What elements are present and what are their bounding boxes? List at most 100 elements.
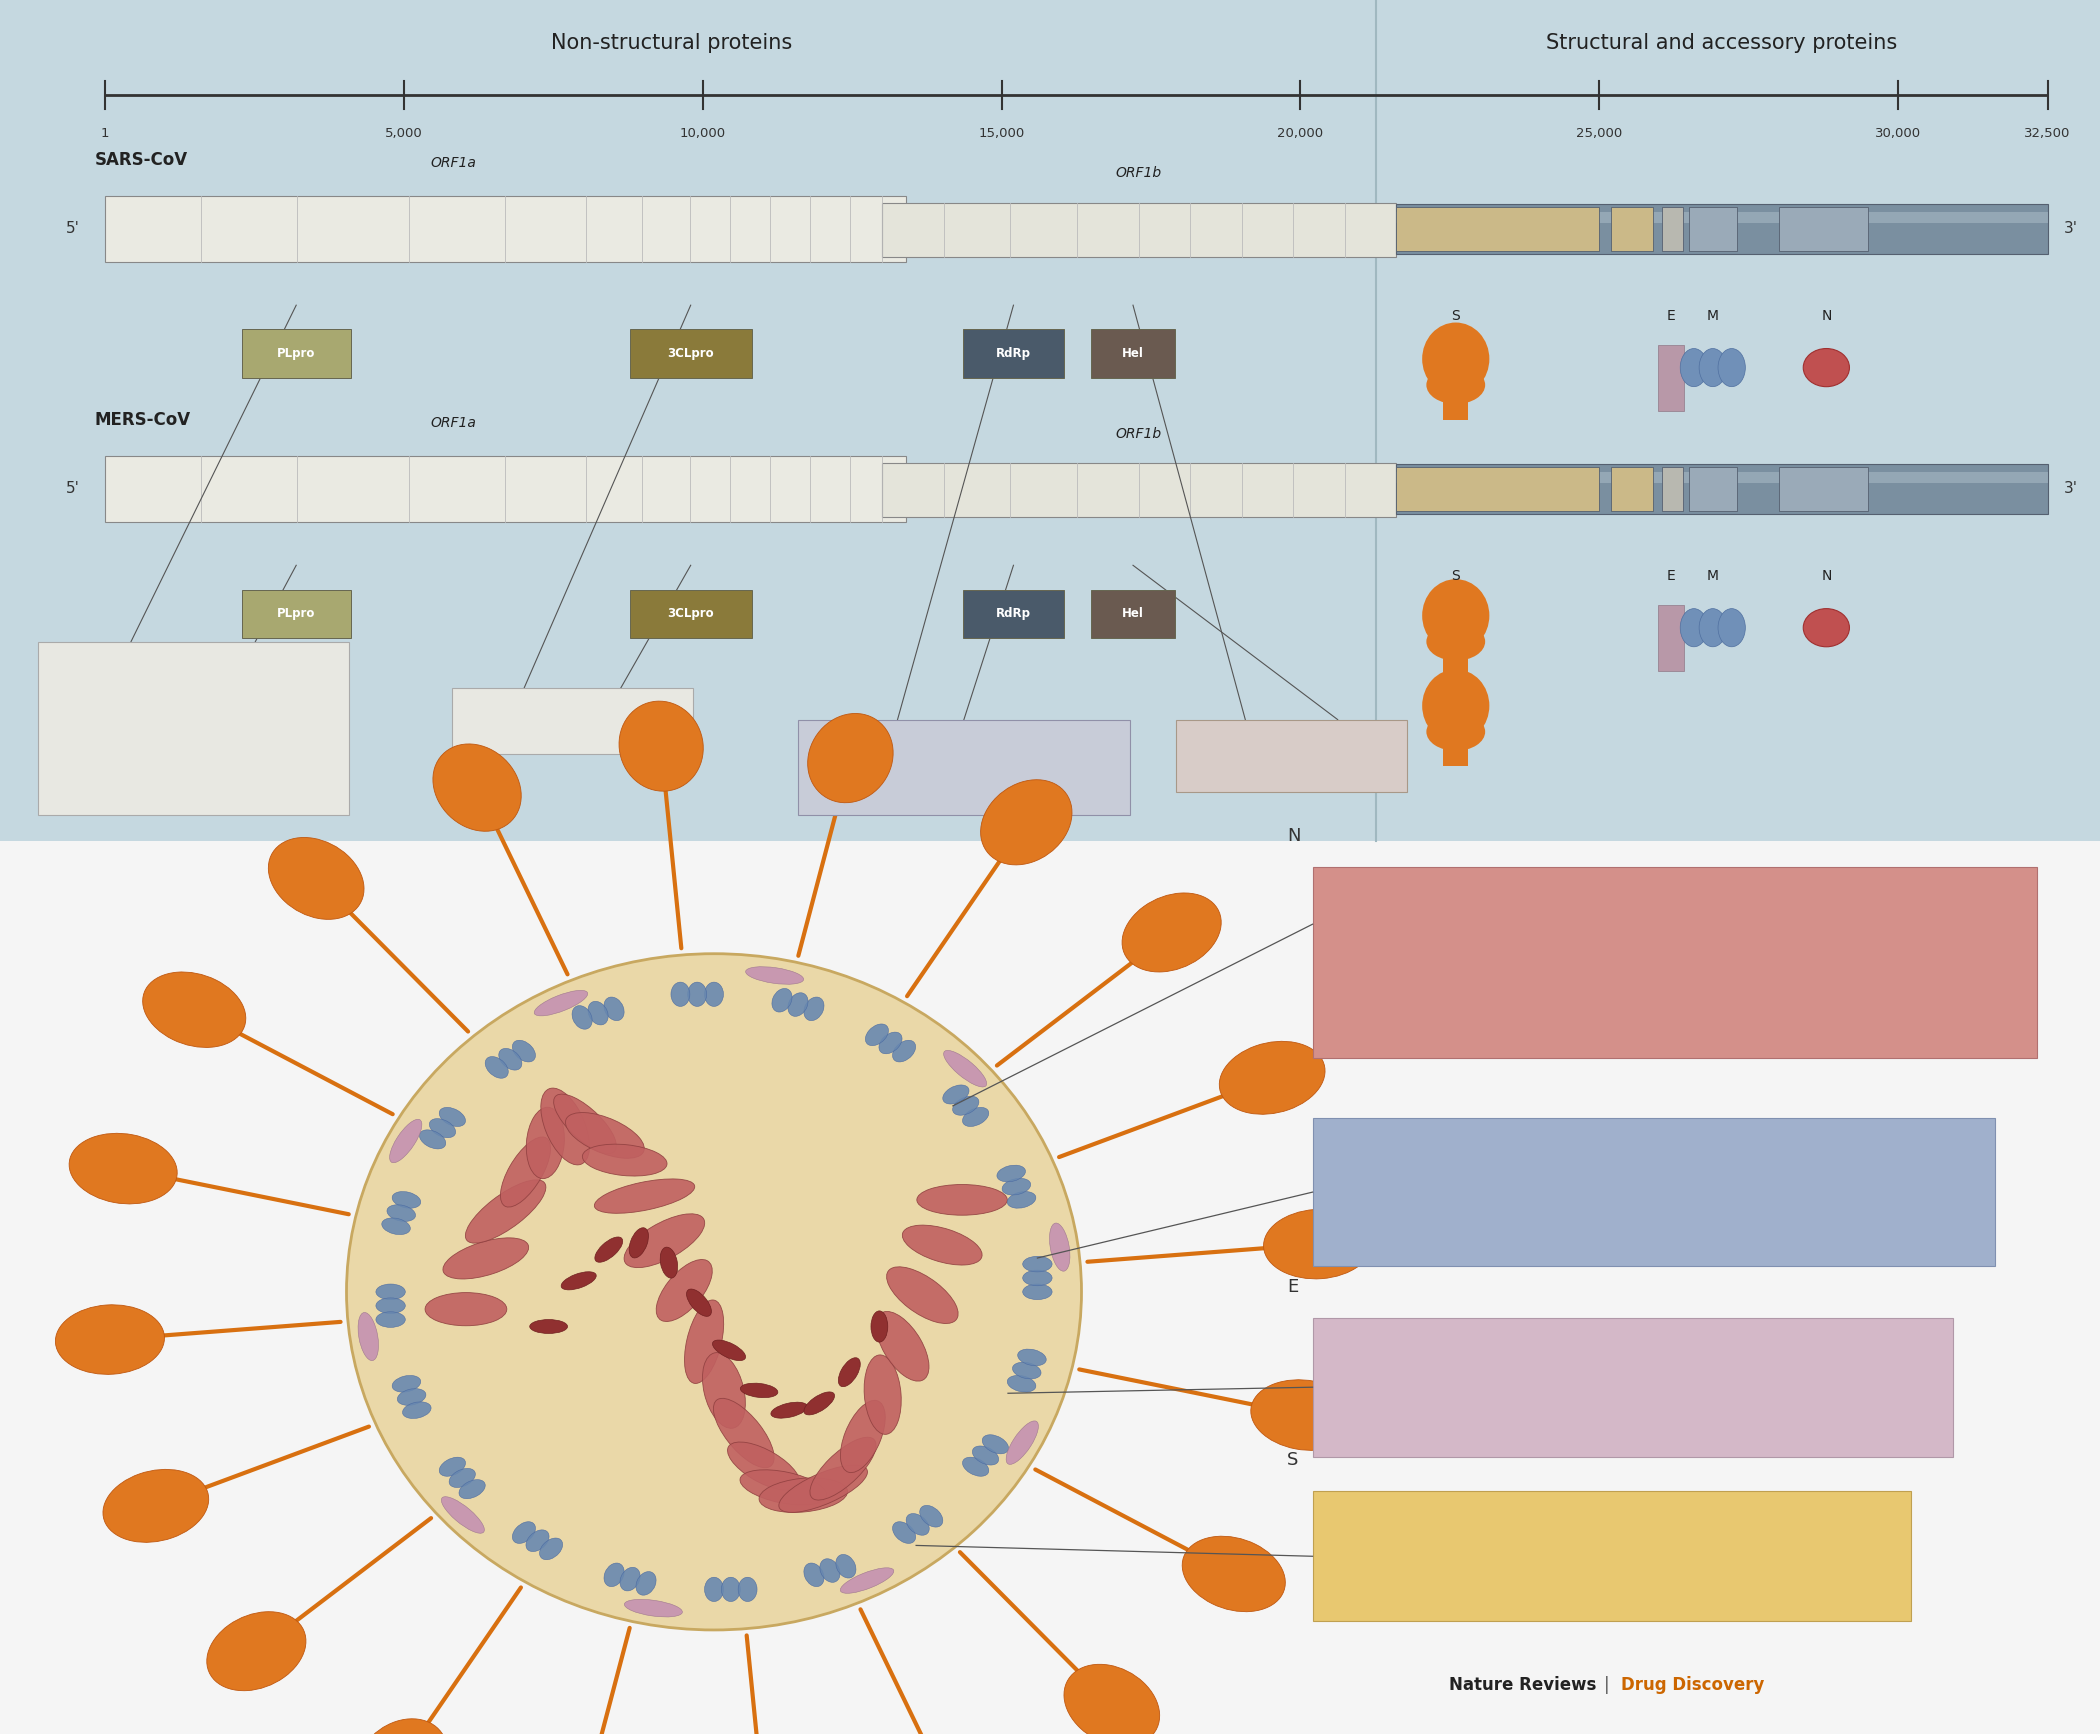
- Bar: [1312, 1118, 1995, 1266]
- Ellipse shape: [659, 1247, 678, 1278]
- Bar: [38, 642, 349, 815]
- Bar: [1396, 472, 2048, 484]
- Ellipse shape: [943, 1051, 987, 1087]
- Ellipse shape: [630, 1228, 649, 1257]
- Ellipse shape: [840, 1568, 895, 1594]
- Bar: [1659, 605, 1684, 671]
- Ellipse shape: [565, 1113, 645, 1158]
- Bar: [1176, 720, 1407, 792]
- Ellipse shape: [704, 981, 722, 1006]
- Text: M: M: [1287, 1079, 1302, 1096]
- Ellipse shape: [542, 1089, 590, 1165]
- Ellipse shape: [466, 1179, 546, 1243]
- Ellipse shape: [1422, 669, 1489, 742]
- Bar: [1312, 1491, 1911, 1621]
- Ellipse shape: [819, 1559, 840, 1583]
- Text: • DeISGylation: • DeISGylation: [55, 792, 136, 803]
- Text: Non-structural proteins: Non-structural proteins: [552, 33, 792, 54]
- Ellipse shape: [746, 968, 804, 985]
- Bar: [1779, 466, 1869, 512]
- Ellipse shape: [1008, 1375, 1035, 1392]
- Bar: [1092, 329, 1176, 378]
- Bar: [964, 590, 1065, 638]
- Text: • Virion assembly: • Virion assembly: [1334, 1339, 1438, 1353]
- Bar: [105, 456, 905, 522]
- Text: 30,000: 30,000: [1875, 127, 1922, 140]
- Ellipse shape: [981, 780, 1071, 865]
- Ellipse shape: [443, 1238, 529, 1280]
- Ellipse shape: [1220, 1042, 1325, 1115]
- Ellipse shape: [886, 1268, 958, 1323]
- Bar: [1092, 590, 1176, 638]
- Bar: [964, 329, 1065, 378]
- Text: PLpro: PLpro: [277, 607, 315, 621]
- Ellipse shape: [540, 1538, 563, 1559]
- Ellipse shape: [962, 1108, 989, 1127]
- Ellipse shape: [1252, 1380, 1359, 1450]
- Ellipse shape: [441, 1496, 485, 1533]
- Ellipse shape: [670, 981, 689, 1006]
- Text: E: E: [1667, 309, 1676, 323]
- Ellipse shape: [424, 1292, 506, 1327]
- Bar: [1661, 466, 1682, 512]
- Ellipse shape: [1023, 1283, 1052, 1300]
- Text: S: S: [1451, 309, 1460, 323]
- Text: N: N: [1287, 827, 1300, 844]
- Ellipse shape: [892, 1522, 916, 1543]
- Bar: [0, 0, 2100, 841]
- Ellipse shape: [1426, 623, 1485, 661]
- Ellipse shape: [103, 1469, 208, 1542]
- Ellipse shape: [998, 1165, 1025, 1183]
- Text: • Virus–cell: • Virus–cell: [1334, 1516, 1401, 1529]
- Text: ORF1a: ORF1a: [430, 156, 477, 170]
- Text: M: M: [1707, 309, 1718, 323]
- Ellipse shape: [1023, 1255, 1052, 1273]
- Bar: [1688, 206, 1737, 251]
- Text: receptor binding: receptor binding: [1334, 1564, 1443, 1578]
- Ellipse shape: [1426, 713, 1485, 751]
- Bar: [242, 590, 351, 638]
- Ellipse shape: [880, 1032, 903, 1054]
- Text: • Viral: • Viral: [1193, 737, 1228, 747]
- Ellipse shape: [561, 1271, 596, 1290]
- Ellipse shape: [840, 1401, 886, 1472]
- Ellipse shape: [449, 1469, 475, 1488]
- Text: 3CLpro: 3CLpro: [668, 607, 714, 621]
- Text: • Virion assembly: • Virion assembly: [1334, 891, 1438, 905]
- Text: • Proteolysis: • Proteolysis: [55, 661, 124, 671]
- Ellipse shape: [918, 1184, 1008, 1216]
- Text: 3CLpro: 3CLpro: [668, 347, 714, 361]
- Text: E: E: [1667, 569, 1676, 583]
- Bar: [1611, 206, 1653, 251]
- Ellipse shape: [624, 1599, 682, 1616]
- Ellipse shape: [1006, 1420, 1037, 1465]
- Ellipse shape: [206, 1611, 307, 1691]
- Ellipse shape: [1008, 1191, 1035, 1209]
- Ellipse shape: [905, 1514, 928, 1535]
- Bar: [1443, 621, 1468, 676]
- Bar: [1661, 206, 1682, 251]
- Ellipse shape: [1718, 349, 1745, 387]
- Text: 1: 1: [101, 127, 109, 140]
- Text: (SARS-CoV): (SARS-CoV): [1334, 1429, 1413, 1443]
- Ellipse shape: [594, 1236, 624, 1262]
- Ellipse shape: [685, 1300, 724, 1384]
- Ellipse shape: [605, 1562, 624, 1587]
- Ellipse shape: [771, 1403, 808, 1418]
- Ellipse shape: [582, 1144, 668, 1176]
- Ellipse shape: [779, 1465, 867, 1512]
- Ellipse shape: [382, 1217, 410, 1235]
- Text: N: N: [1821, 309, 1831, 323]
- Ellipse shape: [393, 1191, 420, 1209]
- Ellipse shape: [689, 981, 706, 1006]
- Ellipse shape: [357, 1718, 447, 1734]
- Bar: [452, 688, 693, 754]
- Bar: [798, 720, 1130, 815]
- Ellipse shape: [1422, 579, 1489, 652]
- Ellipse shape: [533, 990, 588, 1016]
- Bar: [1396, 465, 2048, 513]
- Ellipse shape: [804, 1562, 823, 1587]
- Ellipse shape: [1422, 323, 1489, 395]
- Ellipse shape: [1680, 609, 1707, 647]
- Ellipse shape: [704, 1353, 745, 1429]
